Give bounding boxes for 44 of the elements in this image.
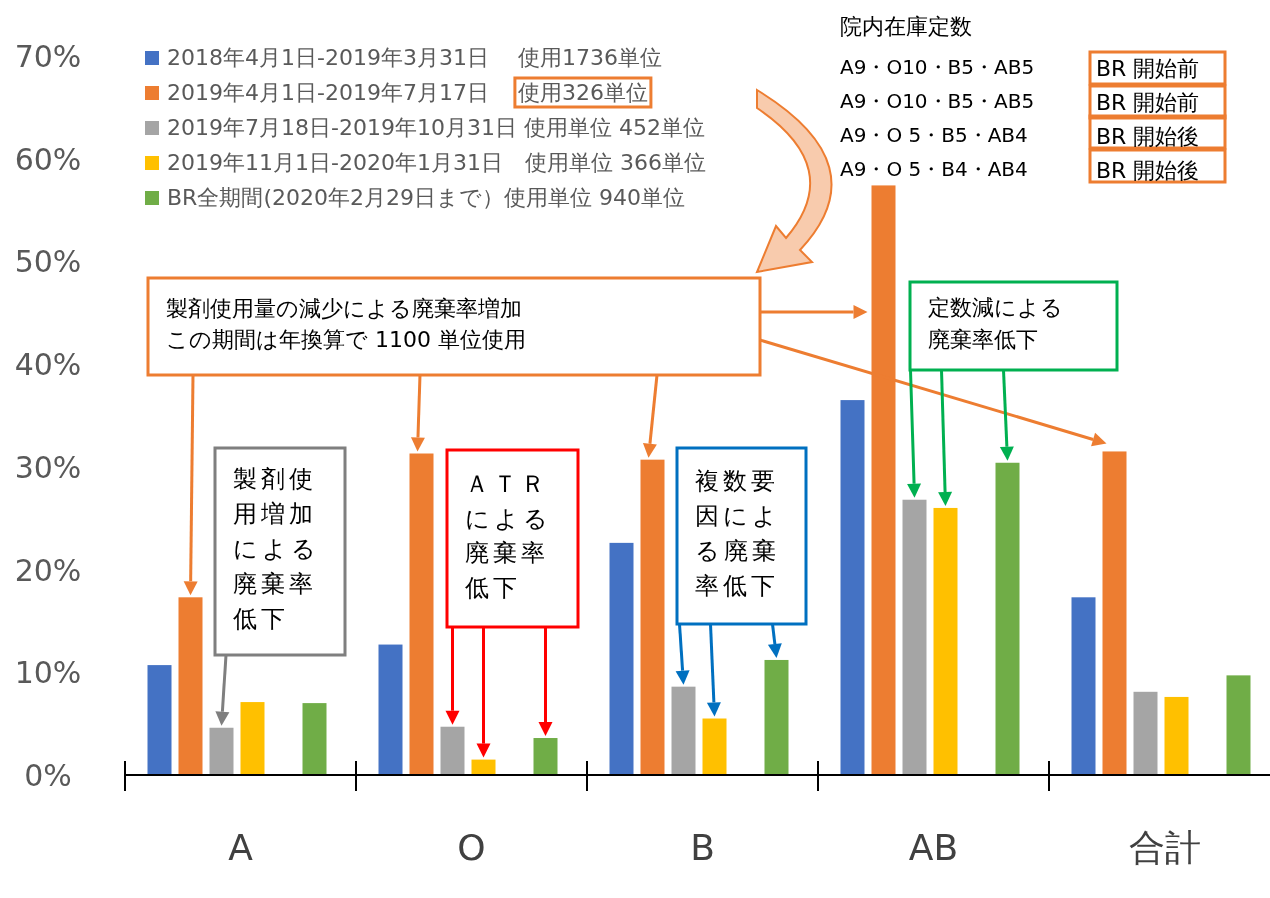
legend-label: 2019年11月1日-2020年1月31日 使用単位 366単位 — [167, 150, 706, 175]
annotation: BR 開始後 — [1096, 124, 1200, 149]
annotation: 製剤使用量の減少による廃棄率増加この期間は年換算で 1100 単位使用 — [166, 295, 526, 353]
text: 院内在庫定数 — [840, 14, 972, 39]
annotation: A9・O10・B5・AB5 — [840, 89, 1035, 113]
bar — [871, 185, 896, 775]
annotation: BR 開始前 — [1096, 56, 1200, 81]
legend-label: 2019年7月18日-2019年10月31日 使用単位 452単位 — [167, 115, 705, 140]
bar — [840, 400, 865, 775]
y-tick-label: 20% — [14, 552, 82, 588]
bar — [302, 703, 327, 775]
text: 2019年4月1日-2019年7月17日 使用326単位 — [167, 80, 648, 105]
annotation: ＡＴＲによる廃棄率低下 — [465, 469, 552, 603]
y-tick-label: 60% — [14, 141, 82, 177]
annotation: A9・O 5・B5・AB4 — [840, 123, 1028, 147]
annotation: BR 開始前 — [1096, 90, 1200, 115]
bar — [1164, 696, 1189, 775]
annotation: 複数要因による廃棄率低下 — [695, 467, 781, 600]
bar — [147, 665, 172, 775]
bar — [1133, 691, 1158, 775]
annotation: 製剤使用増加による廃棄率低下 — [233, 465, 320, 633]
y-tick-label: 70% — [14, 39, 82, 74]
y-tick-label: 30% — [14, 449, 82, 485]
y-tick-label: 40% — [14, 347, 82, 383]
bar — [609, 542, 634, 775]
x-tick-label: AB — [908, 827, 959, 868]
y-tick-label: 0% — [24, 758, 72, 793]
bar — [1226, 675, 1251, 775]
annotation: A9・O10・B5・AB5 — [840, 55, 1035, 79]
annotation: A9・O 5・B4・AB4 — [840, 157, 1028, 181]
y-tick-label: 50% — [14, 244, 82, 280]
annotation: BR 開始後 — [1096, 158, 1200, 183]
bar — [378, 644, 403, 775]
legend-label: 2018年4月1日-2019年3月31日 使用1736単位 — [167, 45, 662, 70]
legend-label: BR全期間(2020年2月29日まで）使用単位 940単位 — [167, 185, 685, 210]
annotation: 定数減による廃棄率低下 — [928, 295, 1063, 352]
bar — [1071, 597, 1096, 775]
x-tick-label: O — [457, 827, 486, 868]
bar — [240, 702, 265, 775]
x-tick-label: B — [690, 827, 715, 868]
y-tick-label: 10% — [14, 655, 82, 691]
bar — [1102, 451, 1127, 775]
x-tick-label: 合計 — [1128, 827, 1201, 868]
x-tick-label: A — [228, 827, 254, 868]
